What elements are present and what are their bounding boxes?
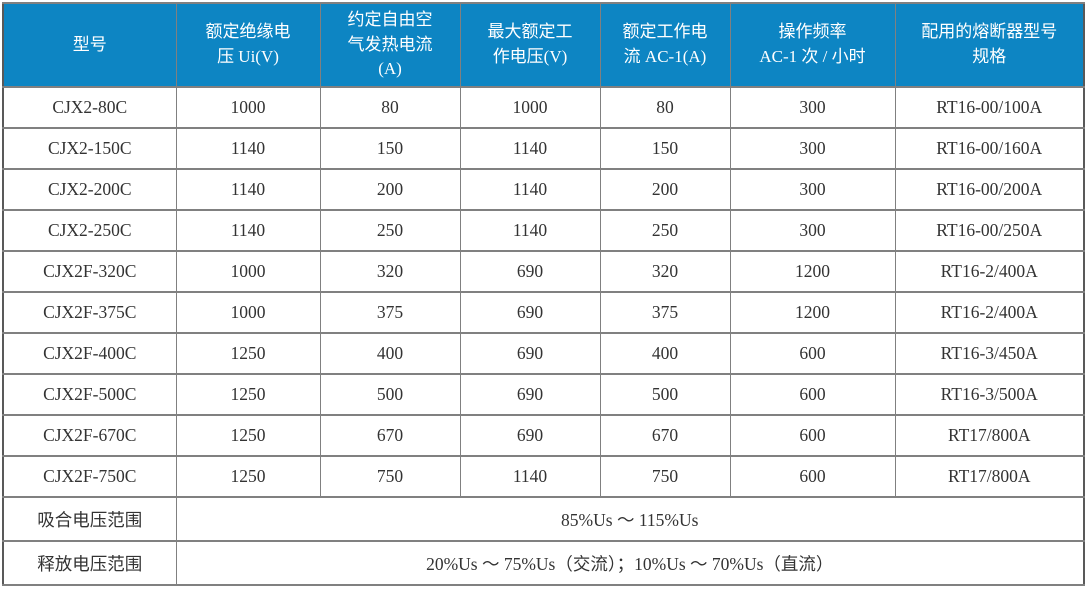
- value-cell: 1200: [729, 250, 896, 293]
- value-cell: 300: [729, 86, 896, 129]
- value-cell: 1250: [175, 414, 321, 457]
- value-cell: 300: [729, 168, 896, 211]
- value-cell: 1140: [175, 209, 321, 252]
- column-header-max-working-voltage: 最大额定工 作电压(V): [459, 2, 601, 88]
- model-cell: CJX2F-670C: [2, 414, 177, 457]
- value-cell: 600: [729, 414, 896, 457]
- table-row: CJX2F-670C 1250 670 690 670 600 RT17/800A: [2, 414, 1085, 457]
- value-cell: 500: [319, 373, 461, 416]
- model-cell: CJX2-150C: [2, 127, 177, 170]
- value-cell: 320: [319, 250, 461, 293]
- value-cell: 1250: [175, 373, 321, 416]
- value-cell: 200: [599, 168, 731, 211]
- model-cell: CJX2-250C: [2, 209, 177, 252]
- table-row: CJX2F-500C 1250 500 690 500 600 RT16-3/500A: [2, 373, 1085, 416]
- model-cell: CJX2F-750C: [2, 455, 177, 498]
- table-row: CJX2-200C 1140 200 1140 200 300 RT16-00/200A: [2, 168, 1085, 211]
- value-cell: 320: [599, 250, 731, 293]
- value-cell: 400: [599, 332, 731, 375]
- value-cell: 1200: [729, 291, 896, 334]
- value-cell: 1140: [175, 127, 321, 170]
- value-cell: RT17/800A: [894, 414, 1085, 457]
- value-cell: RT16-2/400A: [894, 291, 1085, 334]
- header-row: 型号 额定绝缘电 压 Ui(V) 约定自由空 气发热电流 (A) 最大额定工 作…: [2, 2, 1085, 88]
- footer-row-release-voltage: 释放电压范围 20%Us ～ 75%Us（交流）；10%Us ～ 70%Us（直…: [2, 540, 1085, 586]
- table-row: CJX2F-750C 1250 750 1140 750 600 RT17/800A: [2, 455, 1085, 498]
- value-cell: 1000: [459, 86, 601, 129]
- value-cell: 250: [599, 209, 731, 252]
- value-cell: 670: [319, 414, 461, 457]
- column-header-working-current: 额定工作电 流 AC-1(A): [599, 2, 731, 88]
- table-row: CJX2-80C 1000 80 1000 80 300 RT16-00/100A: [2, 86, 1085, 129]
- value-cell: 690: [459, 373, 601, 416]
- value-cell: 375: [319, 291, 461, 334]
- column-header-insulation-voltage: 额定绝缘电 压 Ui(V): [175, 2, 321, 88]
- value-cell: 1250: [175, 332, 321, 375]
- value-cell: 1140: [459, 209, 601, 252]
- value-cell: 1140: [175, 168, 321, 211]
- contactor-spec-table: 型号 额定绝缘电 压 Ui(V) 约定自由空 气发热电流 (A) 最大额定工 作…: [2, 2, 1085, 586]
- value-cell: 750: [599, 455, 731, 498]
- table-row: CJX2F-400C 1250 400 690 400 600 RT16-3/450A: [2, 332, 1085, 375]
- value-cell: 750: [319, 455, 461, 498]
- value-cell: 1140: [459, 168, 601, 211]
- footer-label: 吸合电压范围: [2, 496, 177, 542]
- value-cell: 600: [729, 373, 896, 416]
- column-header-operating-frequency: 操作频率 AC-1 次 / 小时: [729, 2, 896, 88]
- value-cell: RT16-2/400A: [894, 250, 1085, 293]
- footer-value: 85%Us ～ 115%Us: [175, 496, 1085, 542]
- value-cell: 1000: [175, 250, 321, 293]
- value-cell: 200: [319, 168, 461, 211]
- value-cell: 300: [729, 127, 896, 170]
- value-cell: 600: [729, 455, 896, 498]
- model-cell: CJX2-80C: [2, 86, 177, 129]
- model-cell: CJX2F-375C: [2, 291, 177, 334]
- value-cell: 300: [729, 209, 896, 252]
- table-row: CJX2F-375C 1000 375 690 375 1200 RT16-2/400A: [2, 291, 1085, 334]
- footer-label: 释放电压范围: [2, 540, 177, 586]
- value-cell: 80: [599, 86, 731, 129]
- value-cell: RT16-00/100A: [894, 86, 1085, 129]
- value-cell: 150: [599, 127, 731, 170]
- value-cell: RT16-00/250A: [894, 209, 1085, 252]
- column-header-model: 型号: [2, 2, 177, 88]
- table-row: CJX2-250C 1140 250 1140 250 300 RT16-00/250A: [2, 209, 1085, 252]
- value-cell: RT16-3/500A: [894, 373, 1085, 416]
- table-row: CJX2-150C 1140 150 1140 150 300 RT16-00/160A: [2, 127, 1085, 170]
- value-cell: 1140: [459, 127, 601, 170]
- value-cell: RT16-3/450A: [894, 332, 1085, 375]
- model-cell: CJX2-200C: [2, 168, 177, 211]
- value-cell: RT17/800A: [894, 455, 1085, 498]
- value-cell: 1140: [459, 455, 601, 498]
- value-cell: 375: [599, 291, 731, 334]
- value-cell: 670: [599, 414, 731, 457]
- footer-row-pickup-voltage: 吸合电压范围 85%Us ～ 115%Us: [2, 496, 1085, 542]
- value-cell: 690: [459, 414, 601, 457]
- value-cell: 1250: [175, 455, 321, 498]
- value-cell: 690: [459, 332, 601, 375]
- value-cell: RT16-00/160A: [894, 127, 1085, 170]
- value-cell: 690: [459, 291, 601, 334]
- footer-value: 20%Us ～ 75%Us（交流）；10%Us ～ 70%Us（直流）: [175, 540, 1085, 586]
- model-cell: CJX2F-400C: [2, 332, 177, 375]
- value-cell: 80: [319, 86, 461, 129]
- value-cell: 1000: [175, 291, 321, 334]
- value-cell: 150: [319, 127, 461, 170]
- model-cell: CJX2F-320C: [2, 250, 177, 293]
- value-cell: 1000: [175, 86, 321, 129]
- value-cell: 690: [459, 250, 601, 293]
- table-row: CJX2F-320C 1000 320 690 320 1200 RT16-2/400A: [2, 250, 1085, 293]
- value-cell: 250: [319, 209, 461, 252]
- column-header-thermal-current: 约定自由空 气发热电流 (A): [319, 2, 461, 88]
- value-cell: RT16-00/200A: [894, 168, 1085, 211]
- value-cell: 600: [729, 332, 896, 375]
- column-header-fuse-spec: 配用的熔断器型号 规格: [894, 2, 1085, 88]
- value-cell: 400: [319, 332, 461, 375]
- model-cell: CJX2F-500C: [2, 373, 177, 416]
- value-cell: 500: [599, 373, 731, 416]
